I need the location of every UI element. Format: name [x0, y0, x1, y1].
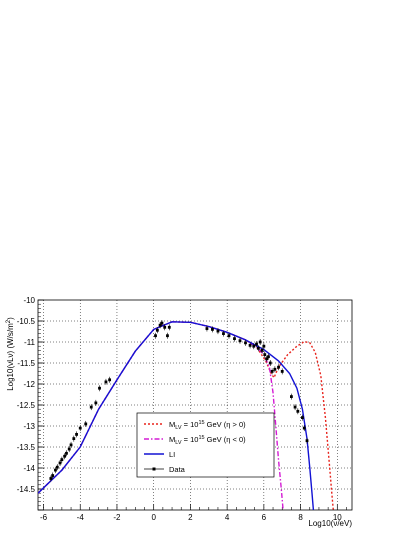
y-tick-label: -12.5: [17, 401, 36, 410]
data-point: [222, 332, 225, 335]
y-tick-label: -14.5: [17, 485, 36, 494]
axis-ticks: -6 -4 -2 0 2 4 6 8 10 -14.5 -14 -13.5 -13 -12.5 -12 -11…: [17, 296, 347, 522]
data-point: [60, 458, 64, 461]
data-point: [49, 477, 53, 480]
data-point: [211, 328, 214, 331]
x-tick-label: -4: [77, 513, 85, 522]
data-point: [78, 426, 82, 430]
data-point: [305, 439, 309, 443]
data-point: [72, 437, 76, 440]
legend-label: Data: [169, 465, 186, 474]
data-point: [154, 334, 157, 338]
data-point: [205, 327, 209, 330]
data-point: [290, 395, 293, 398]
data-point: [258, 340, 262, 344]
data-point: [277, 365, 280, 369]
data-point: [69, 443, 73, 447]
data-points: [49, 320, 309, 482]
y-tick-label: -13.5: [17, 443, 36, 452]
data-point: [267, 355, 270, 359]
series-line: [38, 321, 284, 510]
data-point: [256, 346, 260, 350]
data-point: [244, 341, 247, 345]
legend-box: [136, 412, 275, 478]
data-point: [248, 343, 252, 347]
data-point: [63, 454, 67, 458]
data-point: [89, 405, 93, 409]
data-point: [260, 349, 264, 352]
data-point: [58, 461, 62, 465]
data-point: [216, 329, 220, 333]
data-point: [108, 378, 112, 382]
data-point: [301, 416, 304, 419]
data-point: [67, 447, 71, 451]
data-point: [84, 422, 88, 426]
data-point: [265, 357, 269, 361]
y-tick-label: -13: [23, 422, 35, 431]
x-tick-label: -6: [40, 513, 48, 522]
data-point: [255, 342, 258, 346]
data-point: [160, 321, 164, 325]
data-point: [98, 386, 101, 390]
legend-label: LI: [169, 450, 175, 459]
legend-label: MLV = 1015 GeV (η > 0): [169, 420, 246, 431]
y-tick-label: -14: [23, 464, 35, 473]
data-point: [302, 426, 306, 430]
y-axis-title: Log10(νLν) (W/s/m2): [6, 317, 15, 391]
data-point: [293, 405, 297, 409]
data-point: [252, 344, 256, 348]
data-point: [55, 465, 59, 469]
legend-marker: [152, 467, 156, 471]
data-point: [268, 361, 272, 365]
data-point: [75, 433, 78, 436]
data-point: [166, 334, 169, 338]
data-point: [167, 325, 171, 329]
data-point: [270, 370, 274, 373]
x-tick-label: 4: [225, 513, 230, 522]
data-point: [280, 370, 284, 373]
data-point: [262, 344, 266, 348]
data-point: [273, 367, 277, 371]
legend-label: MLV = 1015 GeV (η < 0): [169, 435, 246, 446]
data-point: [227, 334, 231, 338]
data-point: [233, 337, 236, 341]
y-tick-label: -11.5: [17, 359, 35, 368]
x-axis-title: Log10(ν/eV): [308, 519, 352, 528]
data-point: [238, 339, 242, 343]
data-point: [94, 401, 98, 405]
data-point: [51, 474, 55, 477]
x-tick-label: 2: [188, 513, 193, 522]
data-point: [65, 451, 68, 455]
y-tick-label: -11: [24, 338, 36, 347]
x-tick-label: -2: [113, 513, 121, 522]
data-point: [54, 468, 57, 472]
data-point: [158, 323, 162, 327]
data-point: [163, 325, 167, 329]
data-point: [296, 409, 300, 413]
x-tick-label: 6: [262, 513, 267, 522]
x-tick-label: 0: [151, 513, 156, 522]
y-tick-label: -10.5: [17, 317, 36, 326]
x-tick-label: 10: [333, 513, 342, 522]
data-point: [104, 380, 108, 384]
legend: MLV = 1015 GeV (η > 0) MLV = 1015 GeV (η …: [136, 412, 275, 478]
y-tick-label: -10: [23, 296, 35, 305]
data-point: [263, 353, 267, 356]
data-point: [155, 328, 159, 332]
y-tick-label: -12: [23, 380, 35, 389]
x-tick-label: 8: [298, 513, 303, 522]
